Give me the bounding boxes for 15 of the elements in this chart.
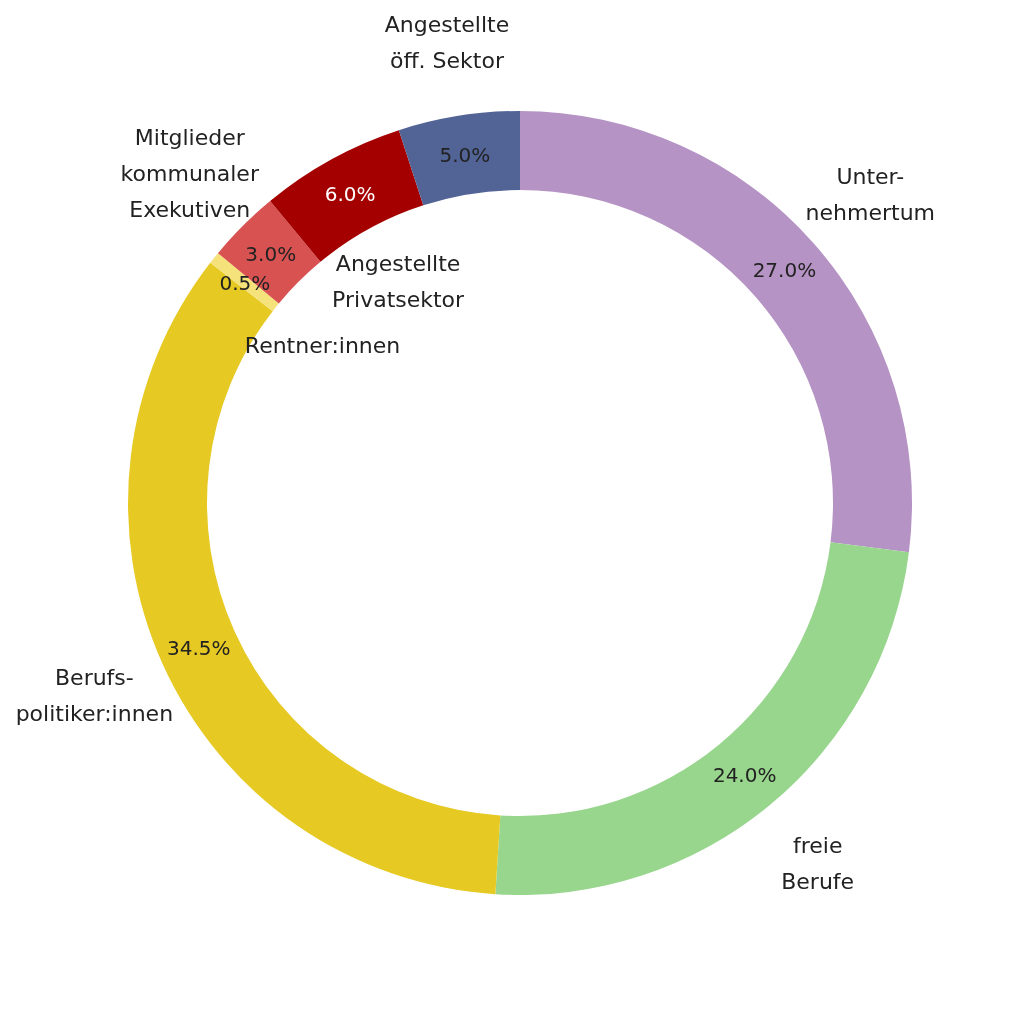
slice-label: Berufs- politiker:innen [15, 664, 174, 726]
donut-slice [398, 111, 520, 206]
slice-label: Angestellte Privatsektor [332, 250, 466, 312]
data-label: 24.0% [712, 762, 777, 787]
slice-label: Unter- nehmertum [805, 163, 936, 225]
data-label: 5.0% [439, 142, 491, 167]
data-label: 34.5% [166, 636, 231, 661]
slice-label: Mitglieder kommunaler Exekutiven [120, 124, 260, 222]
data-label: 27.0% [752, 257, 817, 282]
donut-slice [495, 542, 909, 895]
data-label: 3.0% [245, 241, 297, 266]
slice-label: Angestellte öff. Sektor [384, 11, 510, 73]
data-label: 6.0% [324, 182, 376, 207]
slice-label: Rentner:innen [244, 332, 401, 358]
slice-label: freie Berufe [781, 832, 855, 894]
